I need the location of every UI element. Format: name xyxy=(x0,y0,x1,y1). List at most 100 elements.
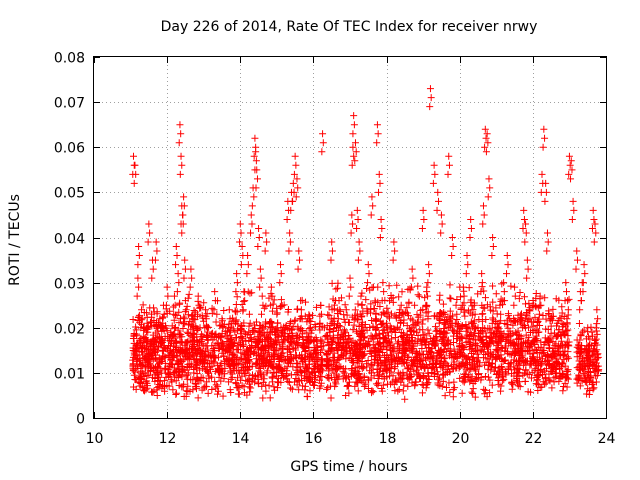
cluster-point xyxy=(397,374,405,382)
y-tick-label: 0 xyxy=(76,412,85,428)
cluster-point xyxy=(446,341,454,349)
cluster-point xyxy=(531,341,539,349)
cluster-point xyxy=(382,357,390,365)
cluster-point xyxy=(143,313,151,321)
cluster-point xyxy=(414,313,422,321)
cluster-point xyxy=(375,361,383,369)
cluster-point xyxy=(332,285,340,293)
data-point xyxy=(183,346,191,354)
cluster-point xyxy=(218,342,226,350)
cluster-point xyxy=(386,297,394,305)
cluster-point xyxy=(583,390,591,398)
data-point xyxy=(253,166,261,174)
data-point xyxy=(554,360,562,368)
cluster-point xyxy=(593,354,601,362)
cluster-point xyxy=(350,321,358,329)
x-tick-label: 12 xyxy=(159,431,177,447)
data-point xyxy=(210,306,218,314)
cluster-point xyxy=(287,318,295,326)
data-point xyxy=(180,193,188,201)
cluster-point xyxy=(488,381,496,389)
cluster-point xyxy=(524,339,532,347)
cluster-point xyxy=(507,332,515,340)
data-point xyxy=(350,121,358,129)
data-point xyxy=(424,292,432,300)
data-point xyxy=(159,319,167,327)
data-point xyxy=(195,301,203,309)
cluster-point xyxy=(418,389,426,397)
cluster-point xyxy=(504,324,512,332)
data-point xyxy=(524,324,532,332)
cluster-point xyxy=(348,313,356,321)
cluster-point xyxy=(397,329,405,337)
cluster-point xyxy=(558,359,566,367)
data-point xyxy=(296,256,304,264)
cluster-point xyxy=(326,356,334,364)
data-point xyxy=(522,229,530,237)
data-point xyxy=(369,202,377,210)
cluster-point xyxy=(372,325,380,333)
data-point xyxy=(334,315,342,323)
data-point xyxy=(277,261,285,269)
data-point xyxy=(389,256,397,264)
data-point xyxy=(256,265,264,273)
cluster-point xyxy=(350,358,358,366)
data-point xyxy=(140,387,148,395)
cluster-point xyxy=(419,316,427,324)
cluster-point xyxy=(387,368,395,376)
cluster-point xyxy=(481,386,489,394)
cluster-point xyxy=(248,337,256,345)
cluster-point xyxy=(346,346,354,354)
cluster-point xyxy=(179,383,187,391)
x-tick-label: 14 xyxy=(232,431,250,447)
data-point xyxy=(542,188,550,196)
data-point xyxy=(342,391,350,399)
cluster-point xyxy=(546,344,554,352)
data-point xyxy=(470,301,478,309)
cluster-point xyxy=(446,347,454,355)
data-point xyxy=(187,265,195,273)
cluster-point xyxy=(274,333,282,341)
data-point xyxy=(244,252,252,260)
cluster-point xyxy=(439,300,447,308)
cluster-point xyxy=(260,359,268,367)
cluster-point xyxy=(279,329,287,337)
data-point xyxy=(347,229,355,237)
data-point xyxy=(189,315,197,323)
cluster-point xyxy=(270,383,278,391)
data-point xyxy=(480,211,488,219)
cluster-point xyxy=(593,320,601,328)
cluster-point xyxy=(135,311,143,319)
cluster-point xyxy=(390,325,398,333)
cluster-point xyxy=(456,374,464,382)
data-point xyxy=(500,288,508,296)
data-point xyxy=(297,297,305,305)
data-point xyxy=(376,179,384,187)
data-point xyxy=(166,346,174,354)
cluster-point xyxy=(269,323,277,331)
cluster-point xyxy=(255,364,263,372)
data-point xyxy=(169,369,177,377)
cluster-point xyxy=(372,380,380,388)
data-point xyxy=(434,188,442,196)
cluster-point xyxy=(422,384,430,392)
data-point xyxy=(350,112,358,120)
data-point xyxy=(346,274,354,282)
cluster-point xyxy=(494,377,502,385)
data-point xyxy=(146,229,154,237)
cluster-point xyxy=(439,377,447,385)
data-point xyxy=(280,355,288,363)
data-point xyxy=(397,301,405,309)
cluster-point xyxy=(155,343,163,351)
data-point xyxy=(510,301,518,309)
cluster-point xyxy=(481,294,489,302)
cluster-point xyxy=(552,358,560,366)
data-point xyxy=(142,378,150,386)
cluster-point xyxy=(548,384,556,392)
cluster-point xyxy=(408,344,416,352)
data-point xyxy=(146,360,154,368)
data-point xyxy=(562,279,570,287)
cluster-point xyxy=(379,381,387,389)
cluster-point xyxy=(489,298,497,306)
data-point xyxy=(568,215,576,223)
